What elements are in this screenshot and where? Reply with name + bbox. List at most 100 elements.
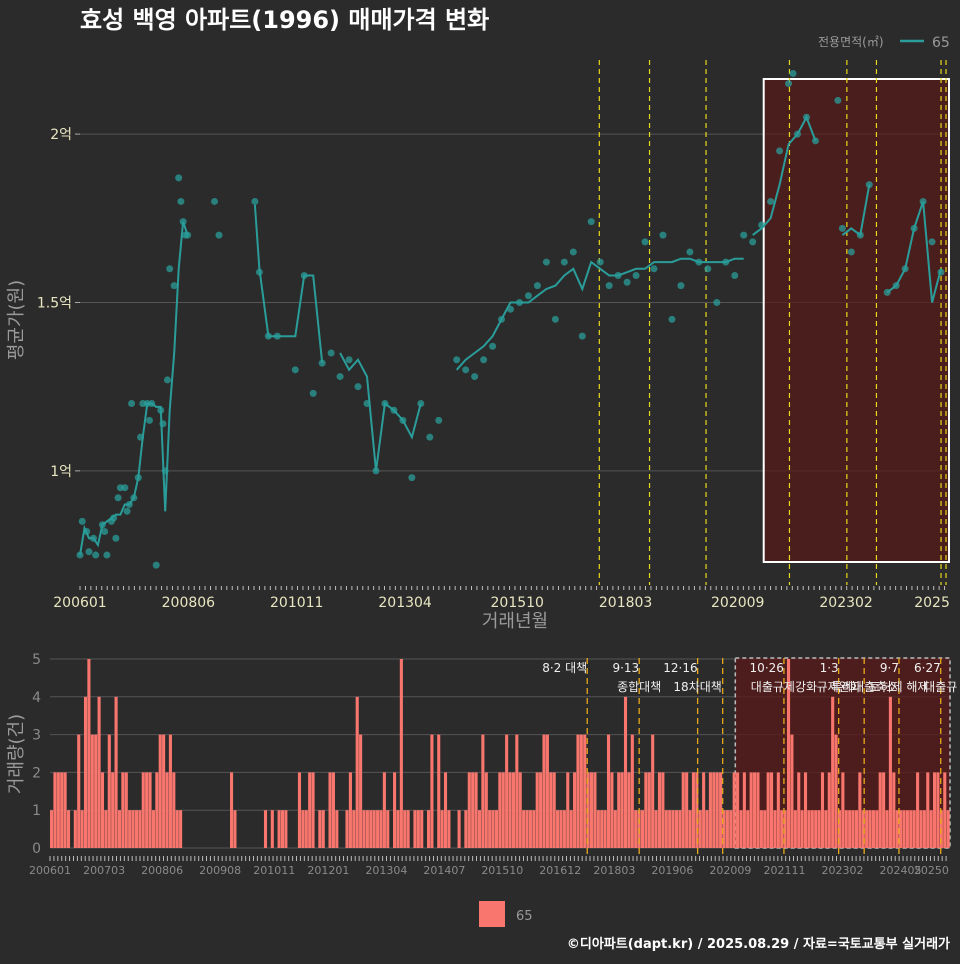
volume-bar — [803, 772, 808, 848]
price-point — [211, 197, 219, 205]
footer-credit: ©디아파트(dapt.kr) / 2025.08.29 / 자료=국토교통부 실… — [567, 936, 950, 952]
price-point — [76, 551, 84, 559]
volume-bar — [107, 734, 111, 848]
volume-bar — [359, 734, 363, 848]
event-label: 9·7 — [880, 661, 899, 675]
volume-bar — [705, 810, 709, 848]
x-tick-label: 201304 — [365, 864, 407, 877]
price-point — [789, 69, 797, 77]
x-tick-label: 200601 — [53, 595, 106, 611]
volume-bar — [759, 810, 763, 848]
volume-bar — [426, 810, 431, 848]
price-point — [152, 561, 160, 569]
volume-bar — [606, 734, 611, 848]
price-point — [345, 356, 353, 364]
price-point — [309, 389, 317, 397]
volume-bar — [729, 810, 733, 848]
volume-bar — [725, 810, 729, 848]
volume-bar — [651, 734, 655, 848]
y-tick-label: 4 — [32, 690, 41, 706]
price-point — [515, 298, 523, 306]
volume-bar — [121, 772, 125, 848]
volume-bar — [138, 810, 142, 848]
volume-bar — [562, 810, 566, 848]
volume-bar — [753, 772, 757, 848]
price-point — [650, 265, 658, 273]
volume-bar — [763, 810, 767, 848]
price-point — [148, 400, 156, 408]
volume-bar — [104, 810, 108, 848]
volume-bar — [691, 772, 695, 848]
volume-bar — [678, 810, 682, 848]
price-point — [471, 373, 479, 381]
volume-bar — [702, 772, 706, 848]
volume-bar — [919, 810, 923, 848]
price-point — [928, 238, 936, 246]
price-point — [731, 272, 739, 280]
volume-bar — [457, 810, 461, 848]
volume-bar — [280, 810, 285, 848]
price-point — [551, 315, 559, 323]
volume-bar — [80, 810, 84, 848]
volume-bar — [885, 810, 889, 848]
price-point — [78, 517, 86, 525]
volume-bar — [569, 810, 573, 848]
volume-bar — [912, 810, 916, 848]
event-sublabel: 토허제 해제 — [869, 680, 928, 694]
price-point — [123, 507, 131, 515]
volume-bar — [892, 772, 896, 848]
volume-bar — [505, 734, 509, 848]
volume-bar — [165, 772, 169, 848]
x-tick-label: 202111 — [764, 864, 806, 877]
volume-bar — [362, 810, 366, 848]
volume-bar — [875, 810, 879, 848]
volume-bar — [474, 772, 478, 848]
volume-bar — [590, 772, 594, 848]
volume-bar — [508, 772, 512, 848]
price-point — [533, 282, 541, 290]
volume-bar — [817, 810, 821, 848]
volume-bar — [464, 810, 468, 848]
volume-bar — [865, 810, 869, 848]
volume-bar — [559, 810, 563, 848]
volume-bar — [617, 772, 621, 848]
legend-top-label: 65 — [932, 35, 950, 51]
volume-bar — [929, 810, 933, 848]
volume-bar — [888, 696, 892, 848]
volume-bar — [946, 810, 950, 848]
volume-bar — [386, 810, 390, 848]
volume-bar — [647, 772, 651, 848]
volume-bar — [403, 810, 407, 848]
price-point — [300, 272, 308, 280]
price-point — [318, 359, 326, 367]
volume-bar — [674, 810, 679, 848]
y-tick-label: 3 — [32, 728, 41, 744]
volume-bar — [379, 810, 383, 848]
volume-bar — [749, 772, 753, 848]
volume-bar — [447, 810, 451, 848]
volume-bar — [376, 810, 380, 848]
price-point — [372, 467, 380, 475]
price-point — [435, 416, 443, 424]
volume-bar — [909, 810, 913, 848]
price-point — [291, 366, 299, 374]
volume-bar — [780, 810, 784, 848]
price-point — [838, 224, 846, 232]
x-tick-label: 201201 — [307, 864, 349, 877]
price-point — [184, 231, 192, 239]
price-point — [883, 288, 891, 296]
y-tick-label: 1.5억 — [37, 295, 72, 311]
volume-bar — [131, 810, 135, 848]
volume-bar — [77, 734, 81, 848]
volume-bar — [736, 772, 740, 848]
volume-bar — [518, 772, 522, 848]
volume-bar — [515, 734, 519, 848]
price-point — [668, 315, 676, 323]
volume-bar — [933, 772, 937, 848]
volume-bar — [484, 772, 488, 848]
price-point — [83, 527, 91, 535]
volume-bar — [168, 734, 172, 848]
volume-bar — [175, 810, 179, 848]
volume-bar — [348, 772, 352, 848]
volume-bar — [365, 810, 369, 848]
